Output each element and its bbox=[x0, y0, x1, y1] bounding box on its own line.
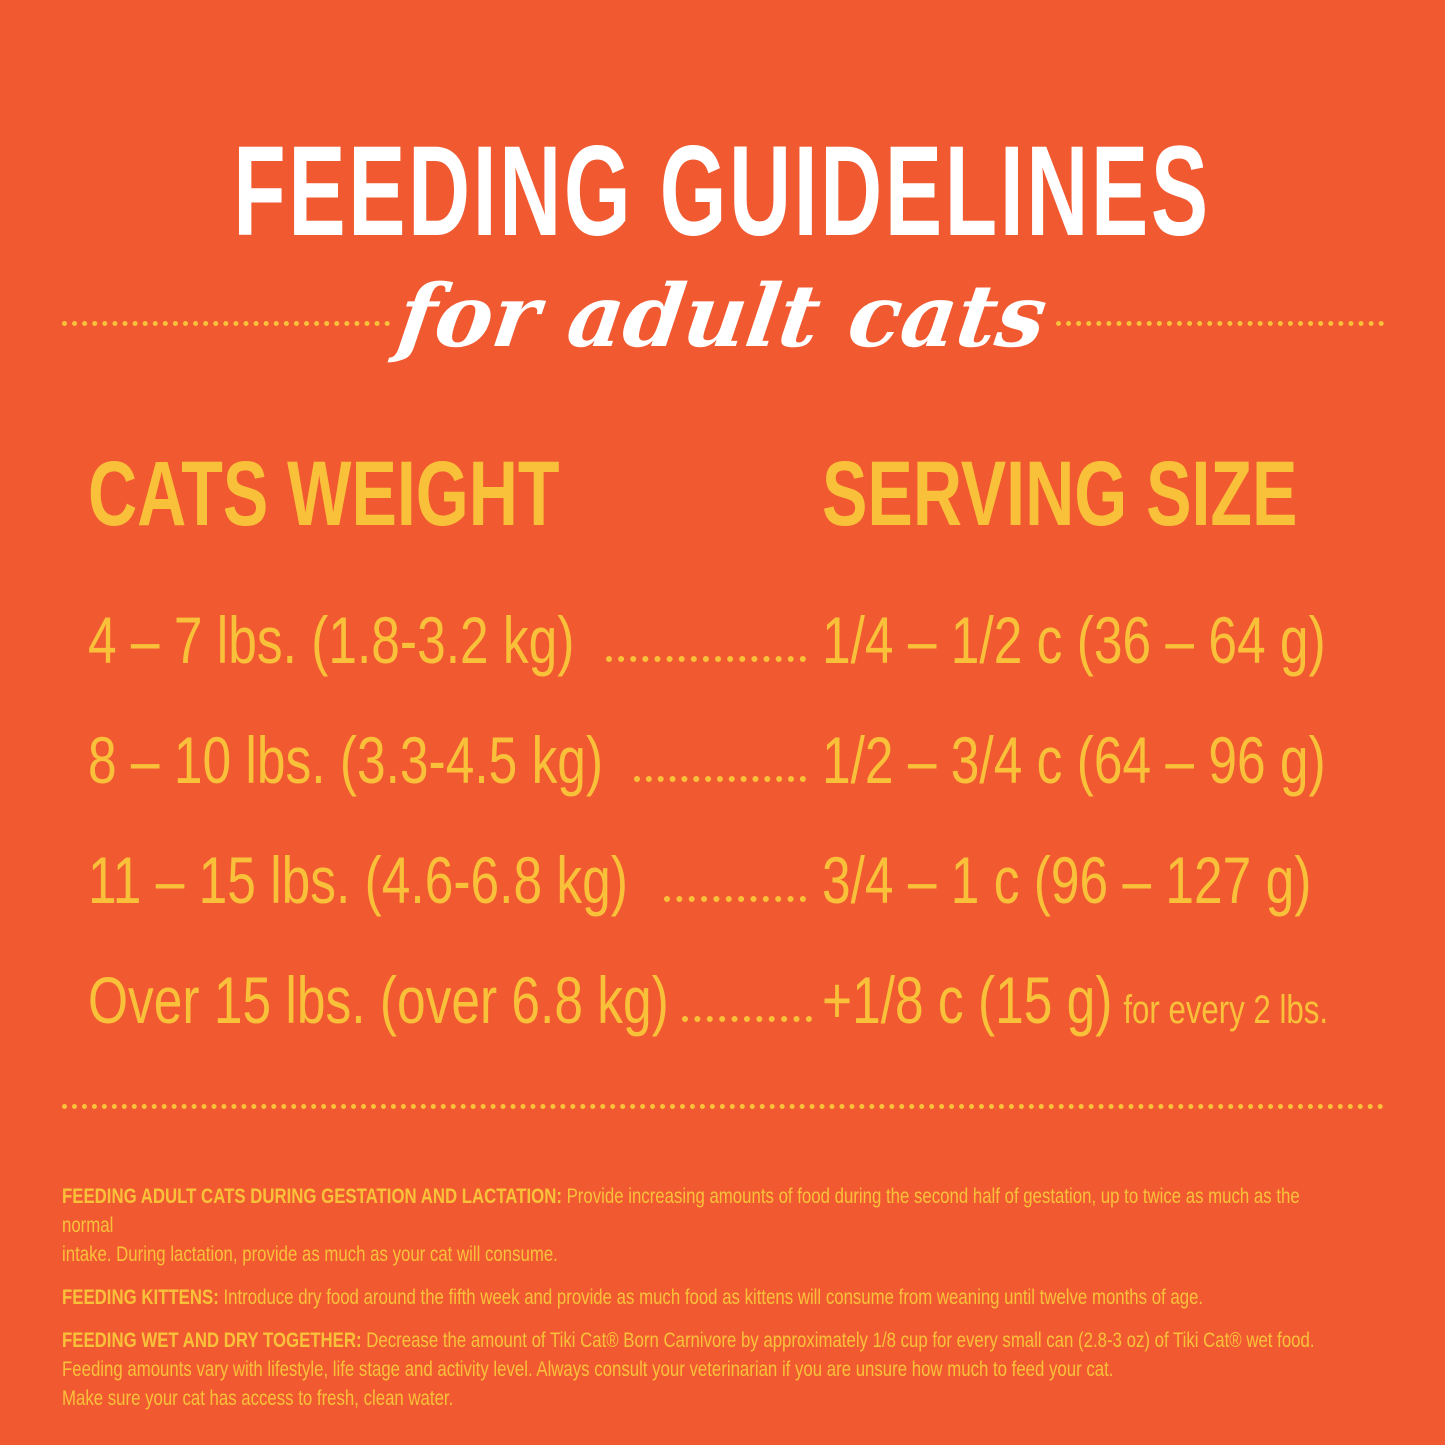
row-serving: +1/8 c (15 g) for every 2 lbs. bbox=[822, 960, 1328, 1050]
footnotes: FEEDING ADULT CATS DURING GESTATION AND … bbox=[62, 1182, 1342, 1427]
note-text: Make sure your cat has access to fresh, … bbox=[62, 1387, 454, 1410]
row-serving: 1/2 – 3/4 c (64 – 96 g) bbox=[822, 720, 1326, 800]
header-serving-text: SERVING SIZE bbox=[822, 443, 1298, 545]
table-row: 4 – 7 lbs. (1.8-3.2 kg) 1/4 – 1/2 c (36 … bbox=[88, 600, 1378, 680]
row-serving: 3/4 – 1 c (96 – 127 g) bbox=[822, 840, 1311, 920]
serving-text: 3/4 – 1 c (96 – 127 g) bbox=[822, 843, 1312, 917]
note-text: Introduce dry food around the fifth week… bbox=[218, 1286, 1204, 1309]
title-text: FEEDING GUIDELINES bbox=[233, 120, 1211, 263]
note-text: intake. During lactation, provide as muc… bbox=[62, 1243, 558, 1266]
leader-dots bbox=[664, 896, 806, 902]
row-weight: Over 15 lbs. (over 6.8 kg) bbox=[88, 963, 669, 1037]
note-label: FEEDING WET AND DRY TOGETHER: bbox=[62, 1329, 362, 1352]
serving-text: 1/4 – 1/2 c (36 – 64 g) bbox=[822, 603, 1326, 677]
note-wet-dry: FEEDING WET AND DRY TOGETHER: Decrease t… bbox=[62, 1326, 1342, 1413]
note-label: FEEDING KITTENS: bbox=[62, 1286, 219, 1309]
note-text: Provide increasing amounts of food durin… bbox=[62, 1185, 1300, 1237]
row-weight: 11 – 15 lbs. (4.6-6.8 kg) bbox=[88, 843, 628, 917]
note-text: Decrease the amount of Tiki Cat® Born Ca… bbox=[361, 1329, 1315, 1352]
divider-bottom bbox=[62, 1104, 1384, 1109]
note-text: Feeding amounts vary with lifestyle, lif… bbox=[62, 1358, 1114, 1381]
leader-dots bbox=[682, 1016, 812, 1022]
divider-right bbox=[1056, 321, 1384, 326]
leader-dots bbox=[606, 656, 806, 662]
row-weight: 8 – 10 lbs. (3.3-4.5 kg) bbox=[88, 723, 604, 797]
note-label: FEEDING ADULT CATS DURING GESTATION AND … bbox=[62, 1185, 562, 1208]
divider-left bbox=[62, 321, 390, 326]
leader-dots bbox=[634, 776, 806, 782]
table-row: 11 – 15 lbs. (4.6-6.8 kg) 3/4 – 1 c (96 … bbox=[88, 840, 1378, 920]
header-weight: CATS WEIGHT bbox=[88, 448, 725, 540]
serving-note: for every 2 lbs. bbox=[1123, 988, 1329, 1032]
subtitle-text: for adult cats bbox=[392, 266, 1053, 367]
row-serving: 1/4 – 1/2 c (36 – 64 g) bbox=[822, 600, 1326, 680]
subtitle: for adult cats bbox=[0, 262, 1445, 372]
serving-text: +1/8 c (15 g) bbox=[822, 963, 1113, 1037]
serving-text: 1/2 – 3/4 c (64 – 96 g) bbox=[822, 723, 1326, 797]
row-weight: 4 – 7 lbs. (1.8-3.2 kg) bbox=[88, 603, 575, 677]
header-serving: SERVING SIZE bbox=[822, 448, 1445, 540]
header-weight-text: CATS WEIGHT bbox=[88, 443, 560, 545]
page-title: FEEDING GUIDELINES bbox=[233, 128, 1210, 256]
table-row: 8 – 10 lbs. (3.3-4.5 kg) 1/2 – 3/4 c (64… bbox=[88, 720, 1378, 800]
note-kittens: FEEDING KITTENS: Introduce dry food arou… bbox=[62, 1283, 1342, 1312]
note-gestation: FEEDING ADULT CATS DURING GESTATION AND … bbox=[62, 1182, 1342, 1269]
table-row: Over 15 lbs. (over 6.8 kg) +1/8 c (15 g)… bbox=[88, 960, 1378, 1040]
